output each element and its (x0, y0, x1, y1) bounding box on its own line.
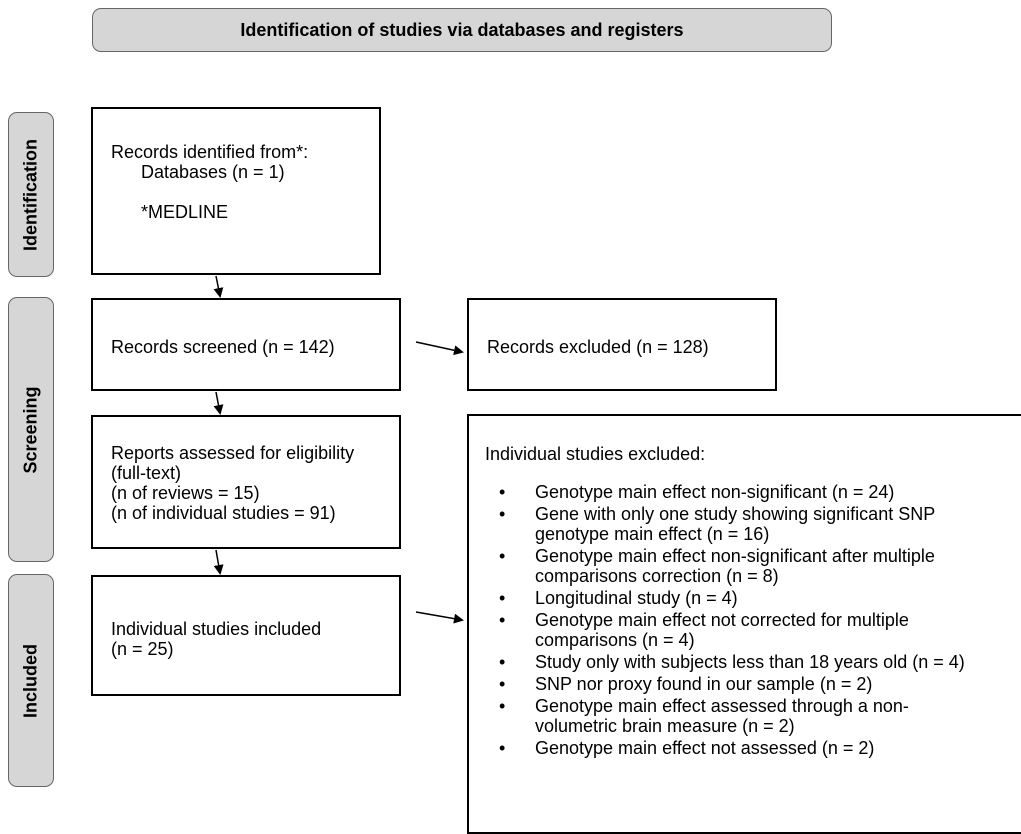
records-screened-text: Records screened (n = 142) (111, 337, 335, 357)
reports-assessed-text: Reports assessed for eligibility (111, 443, 355, 463)
studies-excluded-heading: Individual studies excluded: (485, 444, 706, 464)
exclusion-reason-text: SNP nor proxy found in our sample (n = 2… (535, 674, 873, 694)
reports-assessed-fulltext: (full-text) (111, 463, 182, 483)
studies-included-count: (n = 25) (111, 639, 174, 659)
stage-identification: Identification (8, 112, 54, 277)
exclusion-reason-text: volumetric brain measure (n = 2) (535, 716, 795, 736)
exclusion-reason-item: Gene with only one study showing signifi… (485, 504, 1021, 544)
exclusion-reason-text: comparisons (n = 4) (535, 630, 695, 650)
exclusion-reason-item: Study only with subjects less than 18 ye… (485, 652, 1021, 672)
stage-included: Included (8, 574, 54, 787)
exclusion-reason-item: Genotype main effect non-significant aft… (485, 546, 1021, 586)
arrow-included-to-excluded (415, 611, 464, 624)
individual-studies-count: (n of individual studies = 91) (111, 503, 336, 523)
studies-excluded-box: Individual studies excluded: Genotype ma… (467, 414, 1021, 834)
arrow-identified-to-screened (213, 275, 224, 298)
exclusion-reason-text: Study only with subjects less than 18 ye… (535, 652, 965, 672)
diagram-title-banner: Identification of studies via databases … (92, 8, 832, 52)
databases-count: Databases (n = 1) (141, 162, 285, 182)
records-screened-box: Records screened (n = 142) (91, 298, 401, 391)
exclusion-reason-item: Genotype main effect not corrected for m… (485, 610, 1021, 650)
arrow-screened-to-assessed (213, 391, 224, 415)
exclusion-reason-text: Longitudinal study (n = 4) (535, 588, 738, 608)
records-identified-text: Records identified from*: (111, 142, 309, 162)
exclusion-reason-item: Genotype main effect assessed through a … (485, 696, 1021, 736)
studies-included-text: Individual studies included (111, 619, 322, 639)
exclusion-reasons-list: Genotype main effect non-significant (n … (485, 482, 1021, 758)
diagram-title: Identification of studies via databases … (240, 19, 684, 40)
exclusion-reason-text: Genotype main effect not assessed (n = 2… (535, 738, 875, 758)
exclusion-reason-text: Genotype main effect not corrected for m… (535, 610, 909, 630)
records-identified-box: Records identified from*: Databases (n =… (91, 107, 381, 275)
exclusion-reason-text: genotype main effect (n = 16) (535, 524, 770, 544)
records-excluded-text: Records excluded (n = 128) (487, 337, 709, 357)
flow-arrows (213, 275, 464, 624)
exclusion-reason-text: Gene with only one study showing signifi… (535, 504, 936, 524)
exclusion-reason-item: SNP nor proxy found in our sample (n = 2… (485, 674, 1021, 694)
exclusion-reason-text: Genotype main effect non-significant (n … (535, 482, 895, 502)
exclusion-reason-text: Genotype main effect assessed through a … (535, 696, 909, 716)
exclusion-reason-text: comparisons correction (n = 8) (535, 566, 779, 586)
stage-screening: Screening (8, 297, 54, 562)
exclusion-reason-text: Genotype main effect non-significant aft… (535, 546, 935, 566)
reviews-count: (n of reviews = 15) (111, 483, 260, 503)
arrow-assessed-to-included (213, 549, 224, 575)
studies-included-box: Individual studies included (n = 25) (91, 575, 401, 696)
records-excluded-box: Records excluded (n = 128) (467, 298, 777, 391)
reports-assessed-box: Reports assessed for eligibility (full-t… (91, 415, 401, 549)
exclusion-reason-item: Longitudinal study (n = 4) (485, 588, 1021, 608)
arrow-screened-to-excluded (415, 341, 464, 356)
database-name: *MEDLINE (141, 202, 229, 222)
exclusion-reason-item: Genotype main effect not assessed (n = 2… (485, 738, 1021, 758)
exclusion-reason-item: Genotype main effect non-significant (n … (485, 482, 1021, 502)
